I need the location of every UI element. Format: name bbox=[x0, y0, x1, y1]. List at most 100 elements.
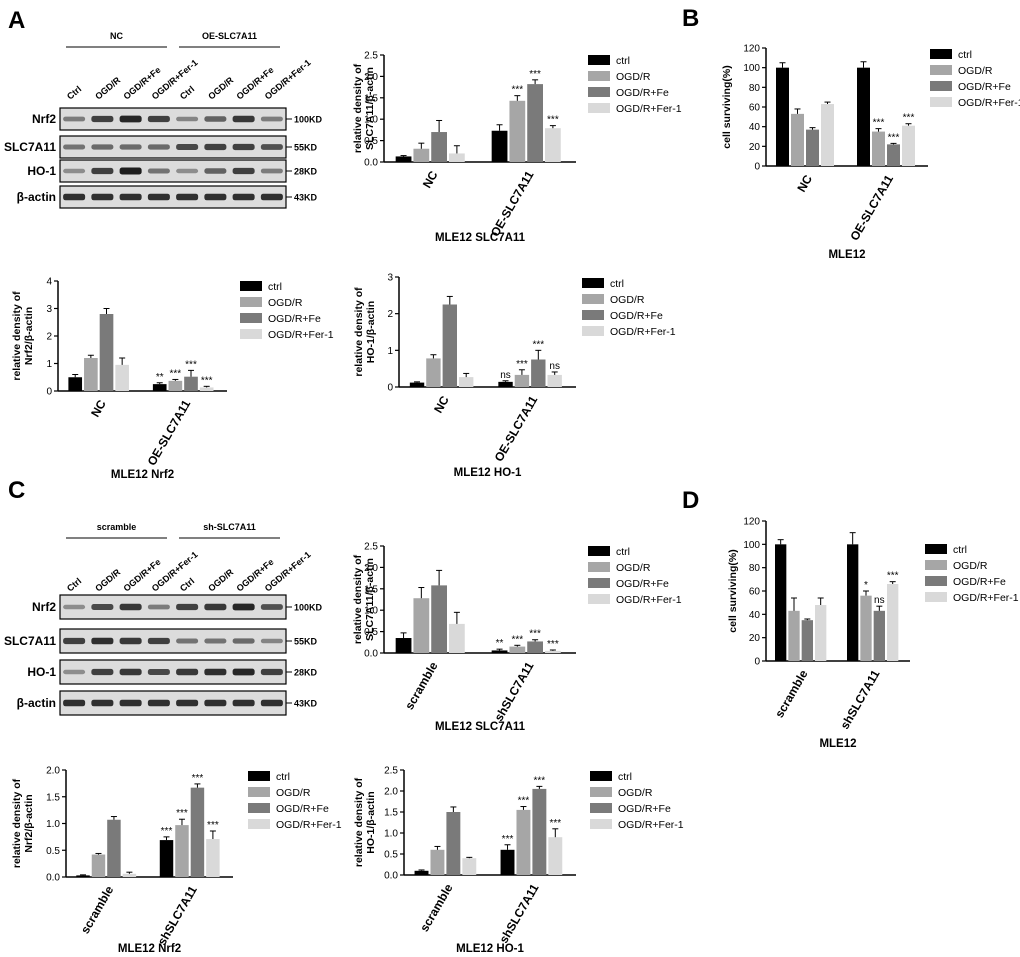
y-tick-label: 80 bbox=[749, 83, 761, 94]
blot-band bbox=[119, 637, 142, 645]
y-tick-label: 0 bbox=[387, 383, 393, 394]
bar bbox=[847, 544, 859, 661]
x-category-label: shSLC7A11 bbox=[491, 659, 536, 723]
y-tick-label: 3 bbox=[46, 304, 52, 315]
bar bbox=[409, 382, 425, 387]
legend-swatch bbox=[248, 771, 270, 781]
legend-swatch bbox=[240, 281, 262, 291]
legend-swatch bbox=[588, 103, 610, 113]
blot-band bbox=[260, 638, 283, 644]
y-axis-label: relative density of bbox=[352, 63, 364, 153]
legend-swatch bbox=[588, 546, 610, 556]
bar bbox=[68, 377, 83, 391]
blot-band bbox=[204, 668, 227, 676]
bar bbox=[857, 67, 870, 166]
x-category-label: NC bbox=[420, 168, 441, 190]
y-tick-label: 0.0 bbox=[384, 871, 398, 882]
blot-row-label: β-actin bbox=[17, 190, 56, 204]
bar bbox=[413, 598, 430, 653]
blot-band bbox=[147, 115, 170, 123]
y-axis-label: relative density of bbox=[11, 291, 23, 381]
blot-band bbox=[63, 637, 86, 645]
blot-band bbox=[232, 668, 255, 676]
significance-label: ** bbox=[156, 372, 164, 383]
y-axis-label: cell surviving(%) bbox=[721, 65, 733, 148]
legend-label: ctrl bbox=[616, 55, 630, 67]
blot-row-label: SLC7A11 bbox=[4, 634, 56, 648]
bar bbox=[152, 384, 167, 391]
x-category-label: NC bbox=[88, 397, 109, 419]
bar bbox=[514, 374, 530, 387]
x-category-label: OE-SLC7A11 bbox=[847, 172, 896, 243]
blot-size-label: 28KD bbox=[294, 167, 318, 177]
legend-label: OGD/R bbox=[610, 294, 645, 306]
bar bbox=[159, 840, 174, 877]
blot-band bbox=[63, 669, 86, 675]
legend-label: OGD/R+Fe bbox=[616, 87, 669, 99]
bar bbox=[509, 100, 526, 162]
y-tick-label: 0.5 bbox=[384, 850, 398, 861]
blot-group-label: scramble bbox=[97, 522, 137, 532]
legend-label: OGD/R bbox=[268, 297, 303, 309]
y-tick-label: 0.0 bbox=[364, 158, 378, 169]
x-category-label: scramble bbox=[772, 667, 811, 720]
chart-c-ho1: 0.0 0.5 1.0 1.5 2.0 2.5 relative density of HO-… bbox=[353, 766, 684, 956]
legend-swatch bbox=[582, 326, 604, 336]
significance-label: *** bbox=[176, 808, 188, 819]
bar bbox=[527, 84, 543, 162]
panel-letters: A B C D bbox=[8, 5, 699, 514]
significance-label: *** bbox=[534, 775, 546, 786]
chart-c-nrf2: 0.0 0.5 1.0 1.5 2.0 relative density of Nrf2/β… bbox=[11, 766, 342, 956]
y-tick-label: 120 bbox=[743, 44, 760, 55]
legend-swatch bbox=[588, 578, 610, 588]
significance-label: *** bbox=[549, 818, 561, 829]
legend-label: ctrl bbox=[958, 49, 972, 61]
legend-label: OGD/R+Fe bbox=[958, 81, 1011, 93]
y-axis-label: HO-1/β-actin bbox=[365, 791, 377, 853]
bar bbox=[500, 849, 515, 875]
legend-swatch bbox=[590, 771, 612, 781]
blot-band bbox=[204, 699, 227, 707]
significance-label: *** bbox=[201, 375, 213, 386]
y-tick-label: 1.5 bbox=[384, 808, 398, 819]
legend-swatch bbox=[590, 803, 612, 813]
chart-title: MLE12 Nrf2 bbox=[118, 943, 181, 955]
blot-row-label: HO-1 bbox=[27, 665, 56, 679]
legend-label: OGD/R+Fe bbox=[268, 313, 321, 325]
legend-swatch bbox=[588, 55, 610, 65]
bar bbox=[806, 129, 819, 166]
legend-label: OGD/R bbox=[616, 71, 651, 83]
bar bbox=[91, 854, 106, 877]
bar bbox=[527, 641, 543, 653]
blot-size-label: 28KD bbox=[294, 668, 318, 678]
y-tick-label: 1 bbox=[46, 359, 52, 370]
blot-band bbox=[63, 144, 86, 150]
blot-group-label: OE-SLC7A11 bbox=[202, 31, 257, 41]
blot-band bbox=[232, 143, 255, 151]
bar bbox=[788, 610, 800, 661]
legend-label: OGD/R bbox=[276, 787, 311, 799]
legend-label: OGD/R bbox=[953, 560, 988, 572]
legend-swatch bbox=[582, 294, 604, 304]
x-category-label: scramble bbox=[78, 883, 117, 936]
y-tick-label: 1.5 bbox=[364, 93, 378, 104]
y-tick-label: 2 bbox=[387, 309, 393, 320]
legend-label: OGD/R bbox=[618, 787, 653, 799]
y-tick-label: 4 bbox=[46, 277, 52, 288]
x-category-label: shSLC7A11 bbox=[155, 883, 200, 947]
y-axis-label: relative density of bbox=[352, 554, 364, 644]
blot-lane-label: Ctrl bbox=[65, 84, 83, 102]
blot-lane-label: OGD/R bbox=[93, 567, 122, 594]
chart-title: MLE12 bbox=[819, 738, 856, 750]
y-tick-label: 1.0 bbox=[364, 606, 378, 617]
blot-band bbox=[204, 168, 227, 174]
blot-band bbox=[91, 167, 114, 175]
significance-label: *** bbox=[903, 113, 915, 124]
bar bbox=[815, 605, 827, 661]
legend-label: OGD/R+Fe bbox=[953, 576, 1006, 588]
bar bbox=[115, 364, 129, 391]
y-tick-label: 1.0 bbox=[384, 829, 398, 840]
legend-label: OGD/R bbox=[616, 562, 651, 574]
